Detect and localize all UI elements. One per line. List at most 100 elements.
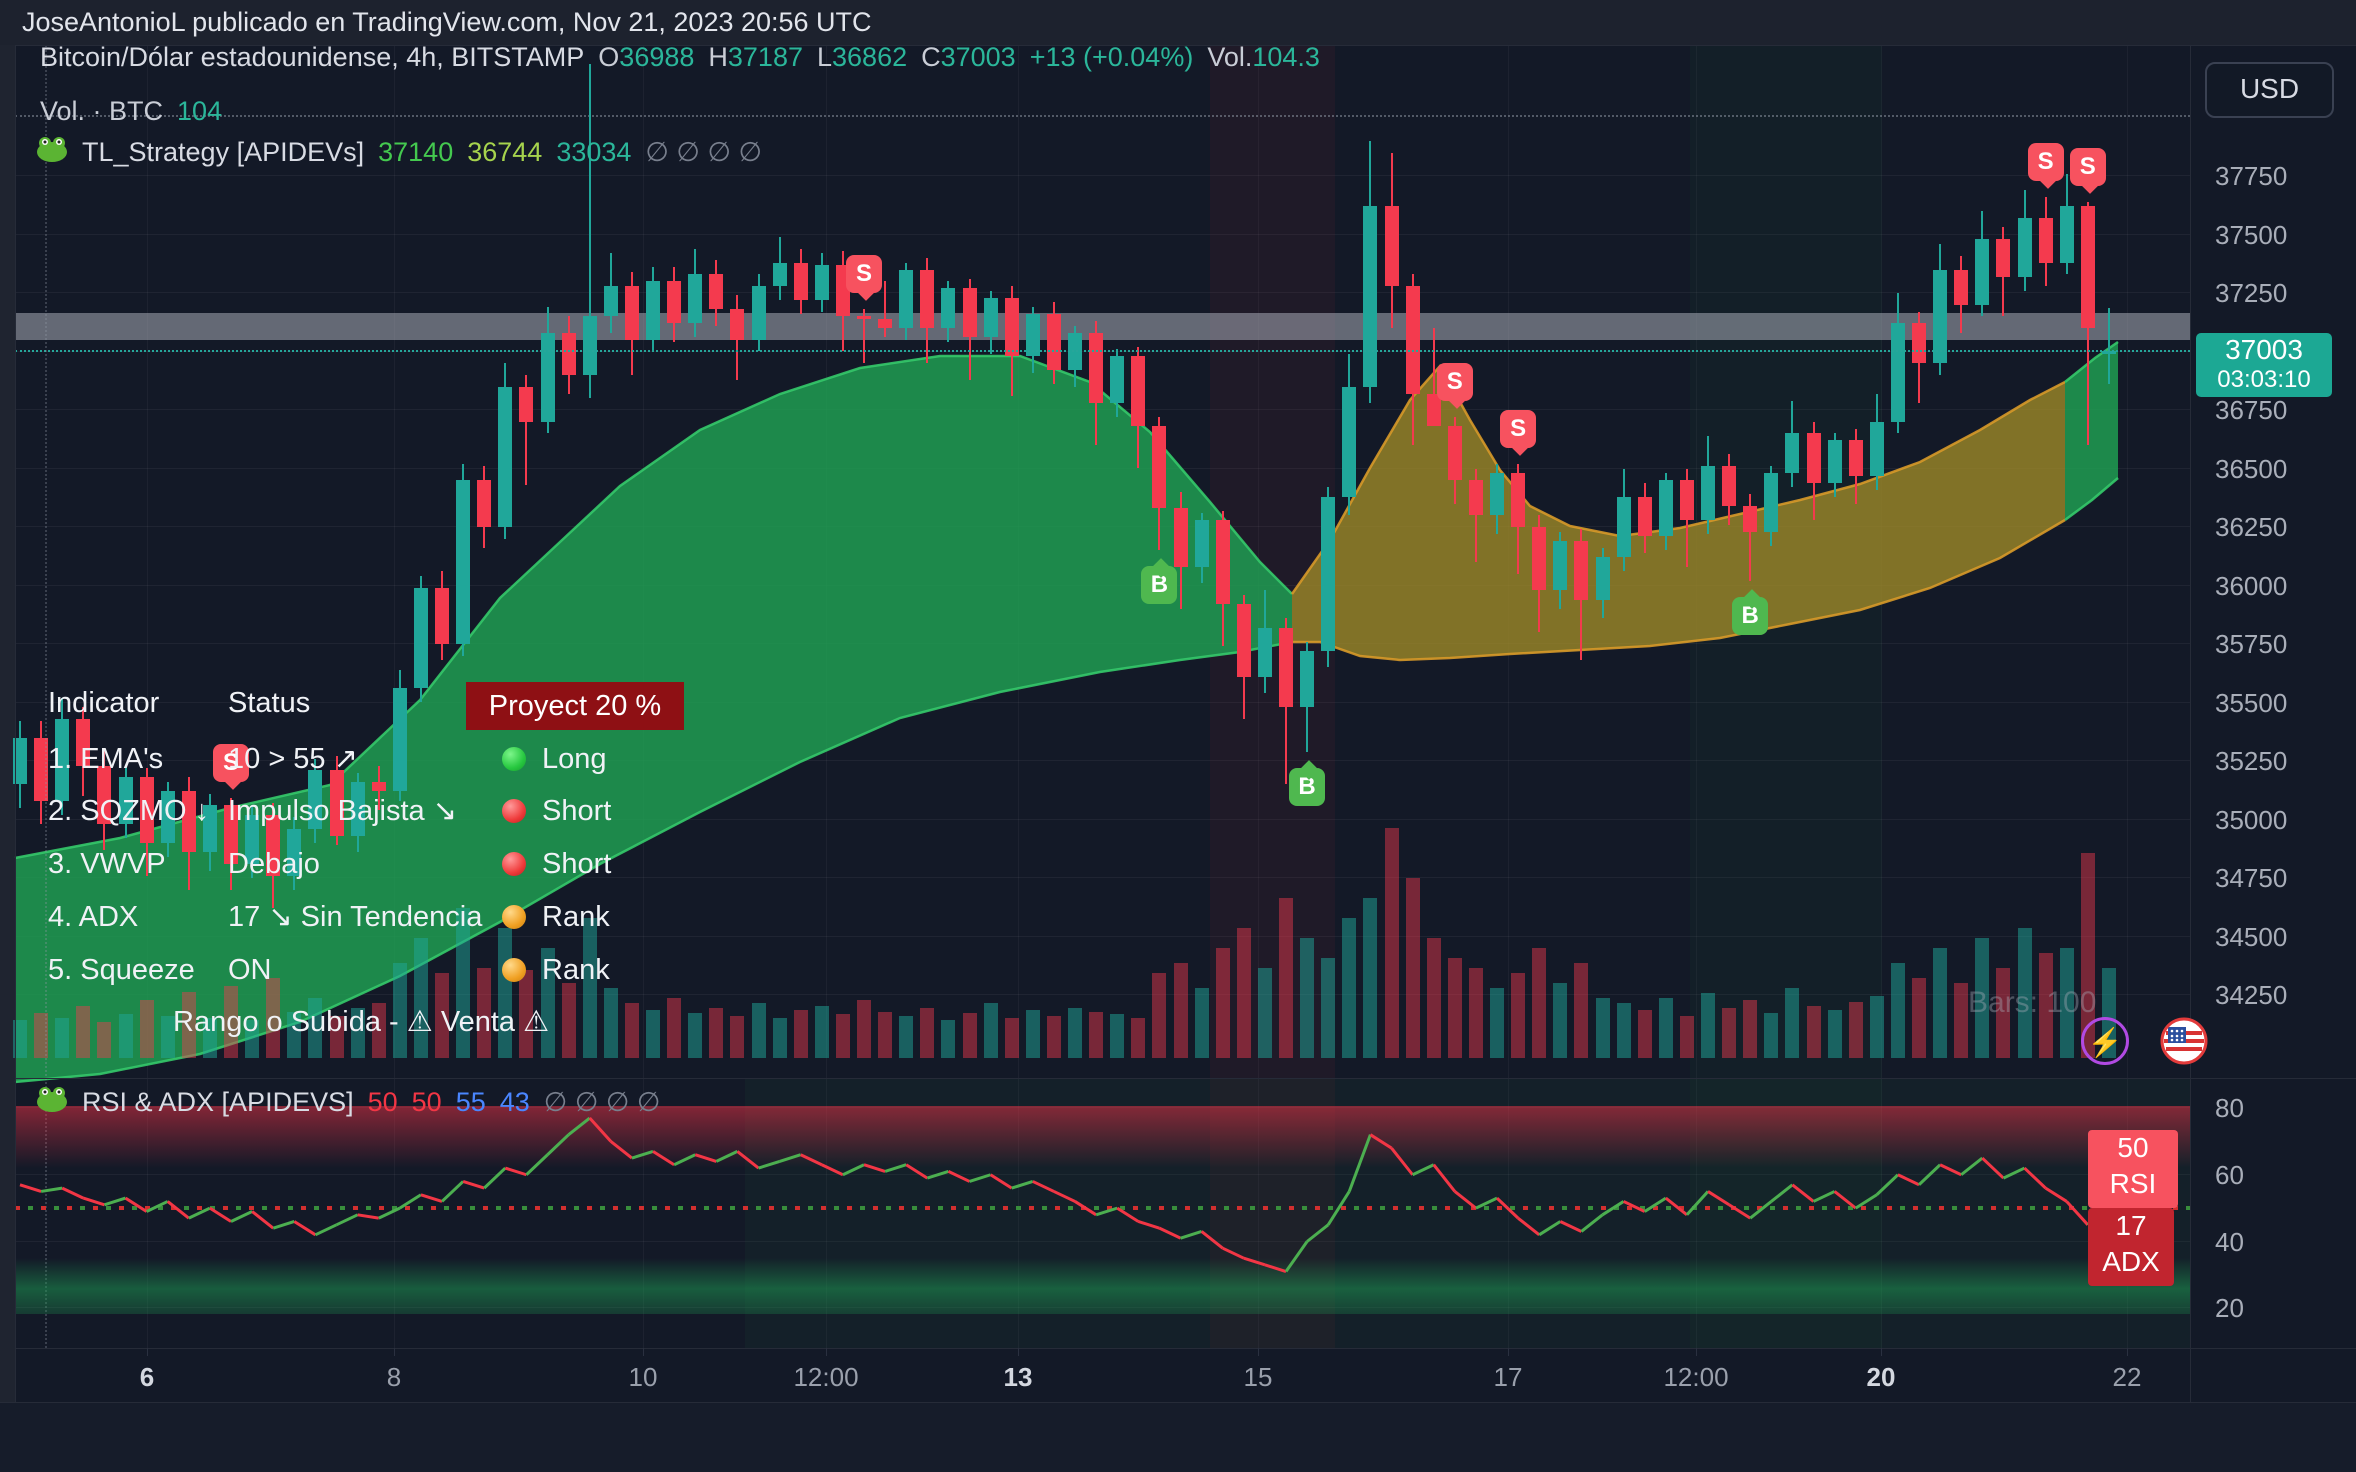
- bar-countdown: 03:03:10: [2217, 366, 2311, 393]
- candle-body: [1468, 480, 1483, 516]
- candle-body: [1405, 285, 1420, 394]
- volume-bar: [1257, 968, 1272, 1058]
- current-price-line: [15, 350, 2190, 352]
- candle-body: [2080, 206, 2095, 329]
- volume-bar: [751, 1003, 766, 1058]
- volume-bar: [160, 1016, 175, 1058]
- panel-row-status: 17 ↘ Sin Tendencia: [228, 901, 483, 933]
- candle-wick: [1432, 328, 1435, 413]
- volume-bar: [582, 918, 597, 1058]
- marker-tail: [2037, 169, 2058, 189]
- candle-body: [582, 316, 597, 375]
- volume-bar: [1553, 983, 1568, 1058]
- candle-wick: [863, 309, 865, 364]
- volume-bar: [181, 992, 196, 1058]
- volume-bar: [793, 1010, 808, 1058]
- volume-legend[interactable]: Vol. · BTC 104: [40, 96, 222, 127]
- panel-row-name: 2. SQZMO ↓: [48, 795, 210, 827]
- rsi-empty-values: ∅ ∅ ∅ ∅: [543, 1087, 661, 1117]
- time-axis-label: 13: [1003, 1362, 1033, 1392]
- volume-bar: [1004, 1018, 1019, 1058]
- candle-body: [1827, 440, 1842, 483]
- volume-bar: [688, 1013, 703, 1058]
- candle-wick: [1749, 494, 1752, 581]
- buy-marker: B: [1732, 588, 1769, 635]
- candle-body: [329, 770, 344, 836]
- volume-bar: [1215, 948, 1230, 1058]
- volume-bar: [2080, 853, 2095, 1058]
- volume-bar: [1089, 1012, 1104, 1058]
- volume-bar: [1743, 1000, 1758, 1058]
- volume-bar: [646, 1010, 660, 1058]
- price-axis-label: 37500: [2215, 219, 2288, 250]
- time-axis[interactable]: 6 8 10 12:00 13 15 17 12:00 20 22: [0, 1348, 2356, 1402]
- us-flag-icon[interactable]: [2160, 1017, 2208, 1070]
- buy-marker: B: [1141, 558, 1178, 605]
- strategy-legend[interactable]: TL_Strategy [APIDEVs] 37140 36744 33034 …: [36, 136, 762, 169]
- candle-body: [76, 718, 91, 766]
- session-dotted-vline: [45, 45, 47, 1348]
- volume-bar: [1933, 948, 1948, 1058]
- marker-tail: [1510, 435, 1530, 456]
- volume-bar: [878, 1012, 893, 1058]
- candle-body: [688, 274, 703, 324]
- candle-body: [1447, 426, 1462, 481]
- candle-body: [730, 309, 745, 340]
- candle-body: [519, 386, 534, 422]
- panel-row-signal: Rank: [542, 901, 610, 933]
- volume-bar: [1679, 1016, 1694, 1058]
- volume-bar: [413, 938, 428, 1058]
- candle-body: [2059, 206, 2074, 263]
- candle-body: [1975, 239, 1990, 305]
- candle-body: [1701, 466, 1715, 520]
- rsi-midline-dots: [15, 1206, 2190, 1211]
- pane-border: [15, 45, 16, 1402]
- volume-bar: [1405, 878, 1420, 1058]
- ohlc-close: C37003: [921, 42, 1016, 72]
- candle-body: [435, 587, 449, 644]
- candle-wick: [884, 281, 887, 338]
- volume-bar: [118, 1014, 133, 1058]
- rsi-legend[interactable]: RSI & ADX [APIDEVS] 50 50 55 43 ∅ ∅ ∅ ∅: [36, 1086, 660, 1119]
- candle-body: [1933, 269, 1948, 364]
- high-dotted-line: [15, 115, 2190, 117]
- candle-body: [1236, 604, 1251, 677]
- volume-bar: [55, 1018, 70, 1058]
- candle-body: [139, 777, 154, 843]
- time-axis-label: 22: [2112, 1362, 2142, 1392]
- volume-bar: [857, 1000, 871, 1058]
- candle-body: [477, 480, 492, 527]
- time-axis-label: 12:00: [793, 1362, 859, 1392]
- volume-bar: [245, 1020, 260, 1058]
- time-axis-tick: [826, 1348, 827, 1356]
- candle-body: [646, 281, 660, 340]
- volume-legend-value: 104: [177, 96, 223, 126]
- candle-body: [941, 288, 956, 329]
- candle-body: [1215, 519, 1230, 605]
- volume-bar: [1342, 918, 1357, 1058]
- candle-body: [540, 332, 555, 422]
- volume-bar: [224, 986, 238, 1058]
- volume-bar: [1574, 963, 1589, 1058]
- candle-body: [392, 688, 407, 792]
- lightning-icon[interactable]: ⚡: [2081, 1017, 2129, 1065]
- rsi-title: RSI & ADX [APIDEVS]: [82, 1087, 354, 1117]
- candle-body: [1785, 433, 1800, 474]
- signal-dot-rank: [502, 905, 526, 929]
- pane-border: [15, 1078, 2356, 1079]
- candle-body: [1511, 473, 1526, 527]
- candle-body: [55, 718, 70, 801]
- volume-bar: [76, 1006, 91, 1058]
- panel-col-indicator: Indicator: [48, 687, 160, 719]
- candle-body: [350, 782, 365, 836]
- price-axis-label: 36000: [2215, 570, 2288, 601]
- candle-body: [603, 285, 618, 317]
- currency-button[interactable]: USD: [2205, 62, 2334, 118]
- candle-body: [1321, 496, 1336, 652]
- price-axis[interactable]: 37750 37500 37250 36750 36500 36250 36000 35750…: [2190, 45, 2356, 1402]
- symbol-legend[interactable]: Bitcoin/Dólar estadounidense, 4h, BITSTA…: [40, 42, 1320, 73]
- candle-body: [2101, 350, 2116, 355]
- panel-row-name: 5. Squeeze: [48, 954, 195, 986]
- candle-body: [1743, 505, 1758, 532]
